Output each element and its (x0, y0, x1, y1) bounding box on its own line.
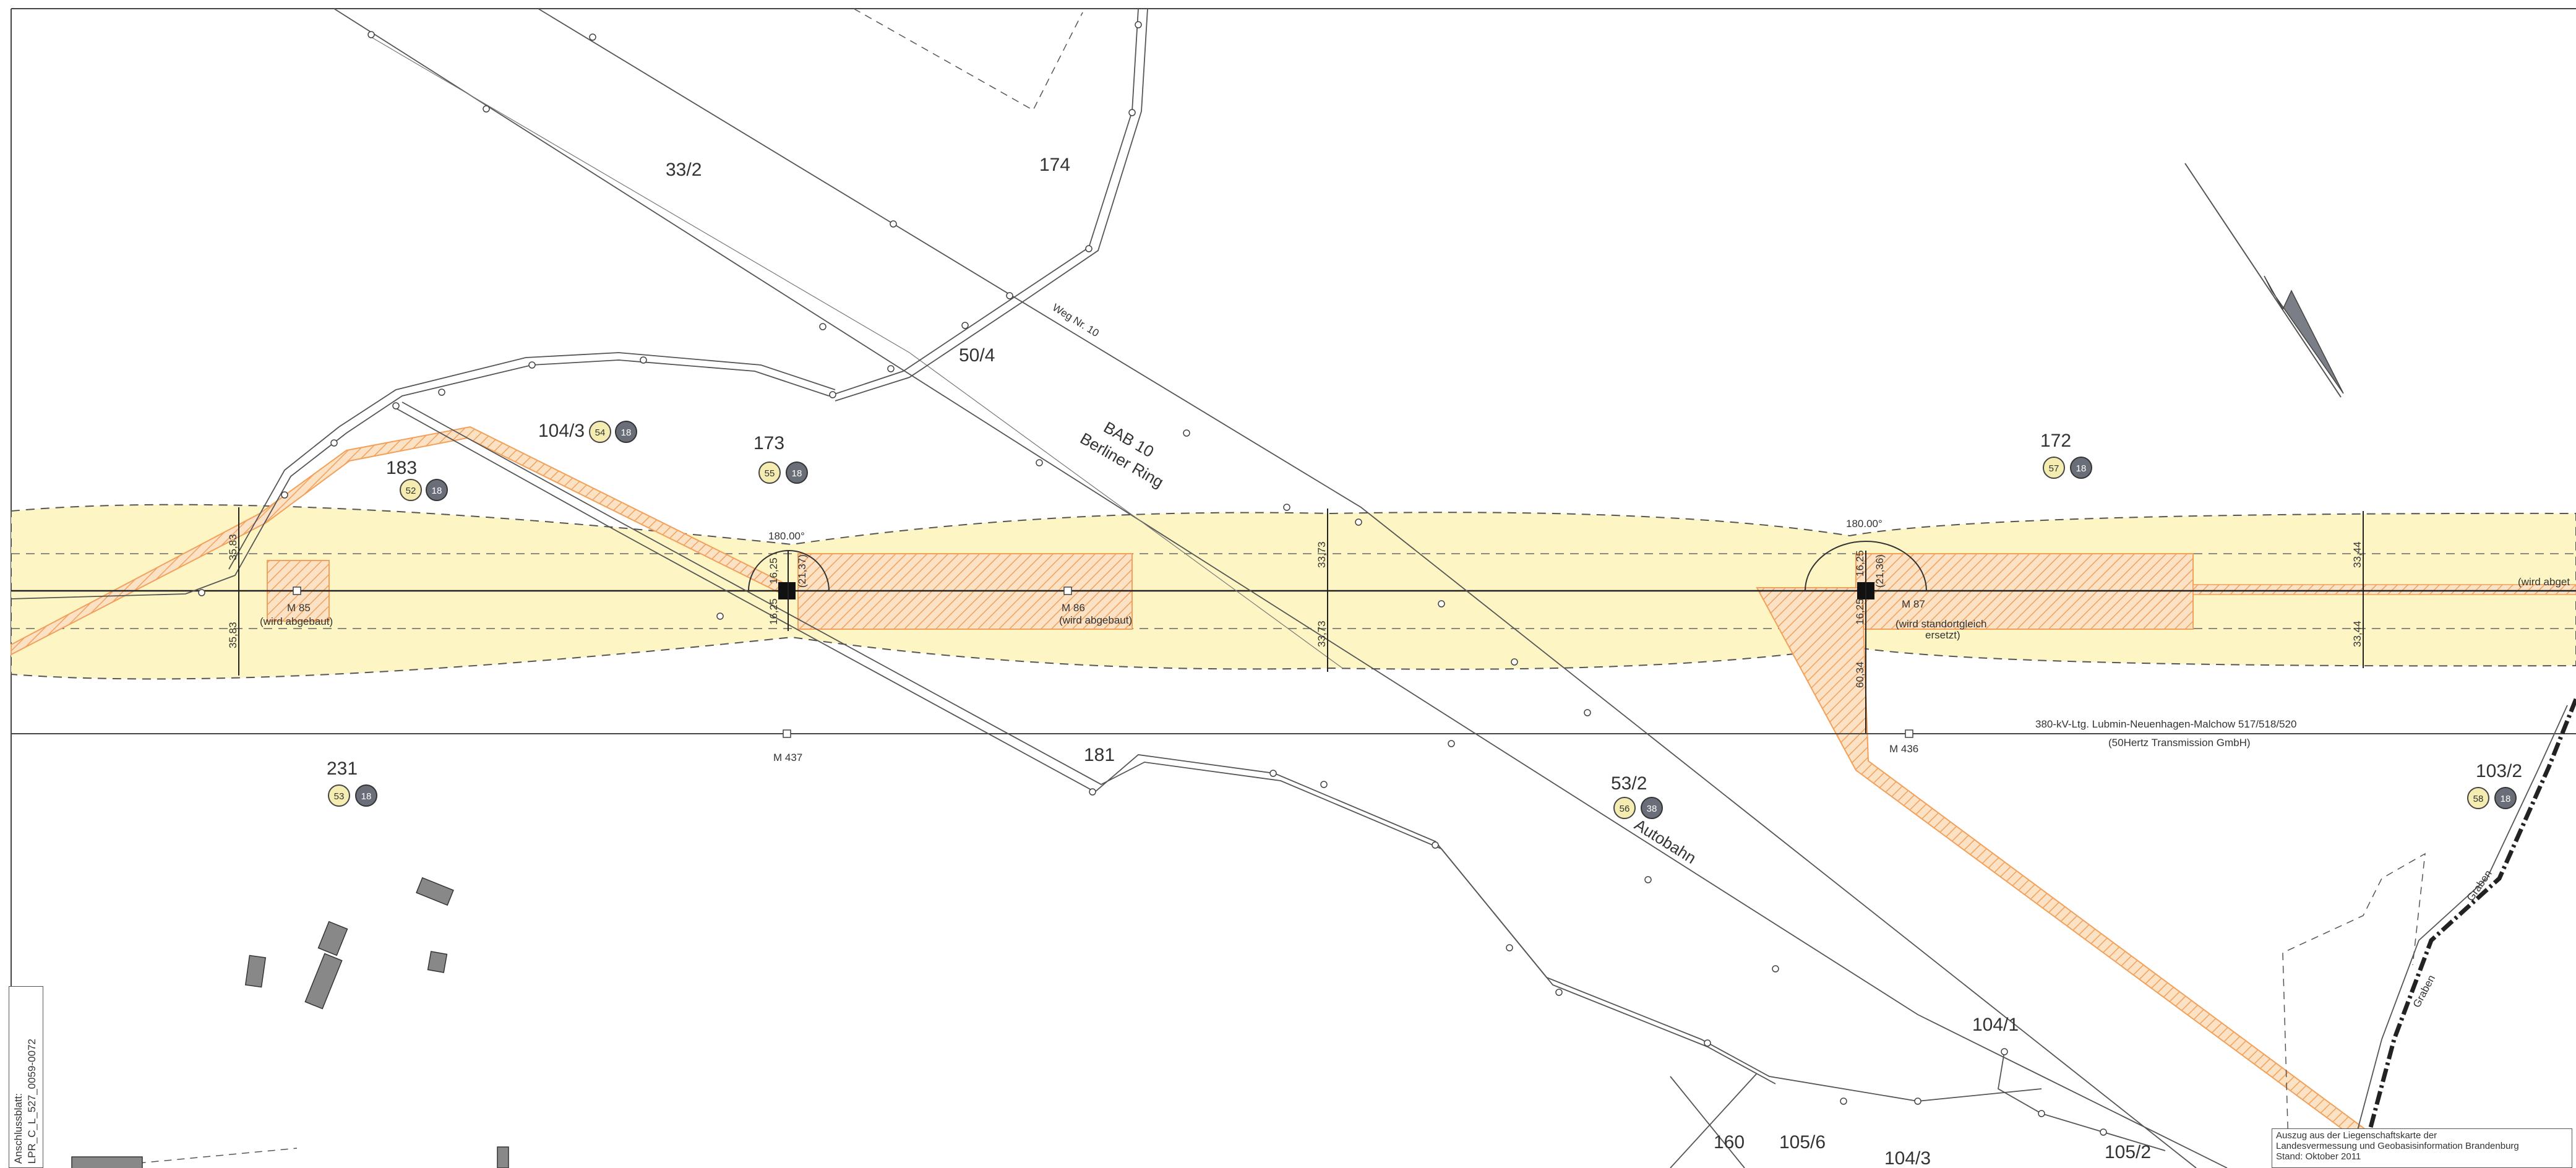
svg-text:18: 18 (792, 468, 802, 479)
parcel-label: 104/3 (1884, 1148, 1931, 1168)
mast-note: (wird abget (2518, 576, 2570, 588)
svg-text:18: 18 (2501, 794, 2511, 804)
road-weg-10 (828, 8, 1139, 397)
credit-line: Auszug aus der Liegenschaftskarte der (2276, 1130, 2437, 1141)
buildings (71, 877, 509, 1168)
parcel-badge: 58 18 (2467, 787, 2517, 809)
mast-m86 (1063, 586, 1072, 595)
parcel-label: 50/4 (959, 345, 995, 366)
parcel-badge: 55 18 (758, 462, 808, 484)
credit-line: Stand: Oktober 2011 (2276, 1151, 2361, 1162)
parcel-label: 173 (753, 433, 784, 453)
parcel-label: 104/3 (538, 421, 585, 441)
svg-text:55: 55 (765, 468, 775, 479)
power-line-label: 380-kV-Ltg. Lubmin-Neuenhagen-Malchow 51… (2035, 718, 2296, 730)
north-arrow-icon (2184, 163, 2344, 398)
sheet-reference-title: Anschlussblatt: (12, 1093, 24, 1164)
parcel-badge: 54 18 (589, 421, 637, 443)
autobahn-edge-2 (538, 8, 2197, 1168)
svg-text:18: 18 (621, 427, 632, 438)
mast-note: (wird standortgleich (1896, 618, 1986, 630)
dim-label: 16,25 (768, 557, 779, 584)
parcel-badge: 52 18 (400, 479, 448, 501)
svg-text:18: 18 (432, 486, 442, 496)
power-line-owner: (50Hertz Transmission GmbH) (2108, 737, 2251, 749)
sheet-reference-id: LPR_C_L_527_0059-0072 (26, 1038, 38, 1164)
parcel-label: 105/6 (1779, 1132, 1826, 1153)
dim-label: 33,44 (2351, 541, 2363, 568)
mast-label: M 87 (1902, 598, 1925, 610)
svg-text:18: 18 (2076, 463, 2087, 474)
parcel-label: 174 (1039, 155, 1070, 175)
dim-label: 16,25 (1854, 598, 1866, 625)
parcel-label: 160 (1714, 1132, 1745, 1153)
mast-m437 (783, 729, 791, 738)
autobahn-edge-1 (333, 8, 2228, 1168)
parcel-label: 33/2 (666, 160, 702, 180)
dim-label: 35,83 (227, 622, 239, 648)
dim-label: 60,34 (1854, 661, 1866, 688)
parcel-label: 183 (386, 458, 417, 478)
dim-label: (21,37) (796, 554, 808, 588)
mast-note: (wird abgebaut) (1059, 614, 1132, 626)
credit-line: Landesvermessung und Geobasisinformation… (2276, 1141, 2519, 1151)
parcel-badge: 57 18 (2043, 457, 2092, 479)
svg-text:58: 58 (2473, 794, 2484, 804)
dim-label: 33,44 (2351, 620, 2363, 647)
dim-label: 33,73 (1316, 541, 1328, 568)
railway (2367, 698, 2576, 1133)
angle-label: 180.00° (768, 530, 805, 542)
dim-label: 16,25 (1854, 550, 1866, 577)
dim-label: 16,25 (768, 598, 779, 625)
svg-text:57: 57 (2049, 463, 2059, 474)
mast-m86-new (778, 582, 796, 599)
source-credit-box: Auszug aus der Liegenschaftskarte der La… (2272, 1128, 2572, 1168)
svg-text:54: 54 (595, 427, 606, 438)
parcel-badge: 53 18 (328, 784, 377, 807)
parcel-label: 104/1 (1972, 1015, 2019, 1035)
svg-text:18: 18 (361, 791, 372, 802)
dim-label: 33,73 (1316, 620, 1328, 647)
line-corridor (11, 504, 2576, 680)
parcel-label: 103/2 (2476, 761, 2522, 781)
mast-m436 (1905, 729, 1913, 738)
mast-m85 (293, 586, 301, 595)
parcel-label: 181 (1084, 745, 1115, 765)
dim-label: 35,83 (227, 534, 239, 560)
mast-label: M 437 (773, 752, 802, 763)
angle-label: 180.00° (1846, 518, 1883, 530)
parcel-badge: 56 38 (1613, 797, 1663, 819)
dim-label: (21,36) (1874, 554, 1886, 588)
svg-text:52: 52 (406, 486, 416, 496)
mast-note: ersetzt) (1925, 629, 1960, 641)
mast-label: M 85 (287, 602, 311, 614)
svg-text:56: 56 (1620, 804, 1630, 814)
parcel-label: 172 (2040, 431, 2071, 451)
parcel-label: 53/2 (1611, 773, 1647, 794)
mast-label: M 436 (1889, 743, 1918, 755)
svg-text:53: 53 (334, 791, 345, 802)
parcel-label: 231 (327, 758, 358, 779)
boundary-markers (198, 21, 2107, 1136)
dimension-lines (238, 507, 2364, 733)
mast-note: (wird abgebaut) (260, 616, 333, 627)
parcel-label: 105/2 (2105, 1142, 2151, 1162)
svg-text:38: 38 (1647, 804, 1657, 814)
mast-label: M 86 (1062, 602, 1085, 614)
sheet-reference-box: Anschlussblatt: LPR_C_L_527_0059-0072 (9, 986, 43, 1168)
